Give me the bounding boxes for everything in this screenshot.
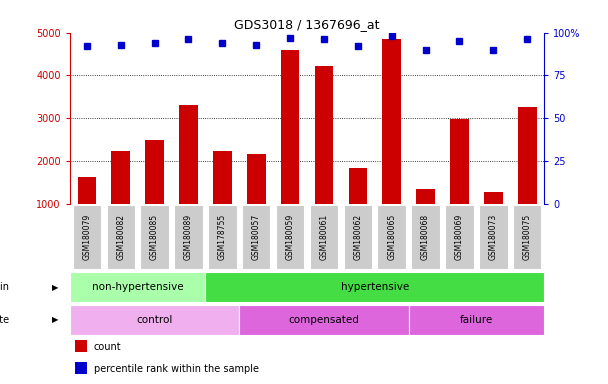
Bar [179,105,198,246]
Text: compensated: compensated [289,314,359,325]
Text: GSM180085: GSM180085 [150,214,159,260]
Title: GDS3018 / 1367696_at: GDS3018 / 1367696_at [234,18,380,31]
Bar [75,362,86,374]
Bar [75,340,86,353]
Bar [479,205,508,270]
Bar [72,205,101,270]
Text: strain: strain [0,282,9,292]
Text: GSM180082: GSM180082 [116,214,125,260]
Text: disease state: disease state [0,314,9,325]
Text: hypertensive: hypertensive [340,282,409,292]
Bar [518,106,536,246]
Bar [213,151,232,246]
Bar [70,272,206,302]
Bar [445,205,474,270]
Bar [206,272,544,302]
Text: GSM180079: GSM180079 [82,214,91,260]
Text: GSM180061: GSM180061 [319,214,328,260]
Bar [348,169,367,246]
Text: GSM180065: GSM180065 [387,214,396,260]
Bar [145,140,164,246]
Text: GSM180057: GSM180057 [252,214,261,260]
Text: GSM178755: GSM178755 [218,214,227,260]
Bar [242,205,271,270]
Bar [208,205,237,270]
Text: ▶: ▶ [52,315,58,324]
Bar [240,305,409,335]
Text: GSM180062: GSM180062 [353,214,362,260]
Bar [106,205,135,270]
Bar [247,154,266,246]
Text: percentile rank within the sample: percentile rank within the sample [94,364,258,374]
Bar [276,205,305,270]
Bar [450,119,469,246]
Text: ▶: ▶ [52,283,58,291]
Bar [344,205,372,270]
Text: GSM180075: GSM180075 [523,214,532,260]
Bar [416,189,435,246]
Text: GSM180069: GSM180069 [455,214,464,260]
Bar [513,205,542,270]
Text: failure: failure [460,314,493,325]
Bar [78,177,96,246]
Bar [412,205,440,270]
Text: control: control [136,314,173,325]
Bar [140,205,169,270]
Bar [315,66,333,246]
Text: GSM180073: GSM180073 [489,214,498,260]
Bar [409,305,544,335]
Bar [111,151,130,246]
Text: count: count [94,342,121,352]
Bar [70,305,240,335]
Bar [281,50,299,246]
Text: GSM180068: GSM180068 [421,214,430,260]
Text: non-hypertensive: non-hypertensive [92,282,184,292]
Text: GSM180059: GSM180059 [286,214,295,260]
Text: GSM180089: GSM180089 [184,214,193,260]
Bar [484,192,503,246]
Bar [378,205,406,270]
Bar [382,39,401,246]
Bar [309,205,338,270]
Bar [174,205,202,270]
